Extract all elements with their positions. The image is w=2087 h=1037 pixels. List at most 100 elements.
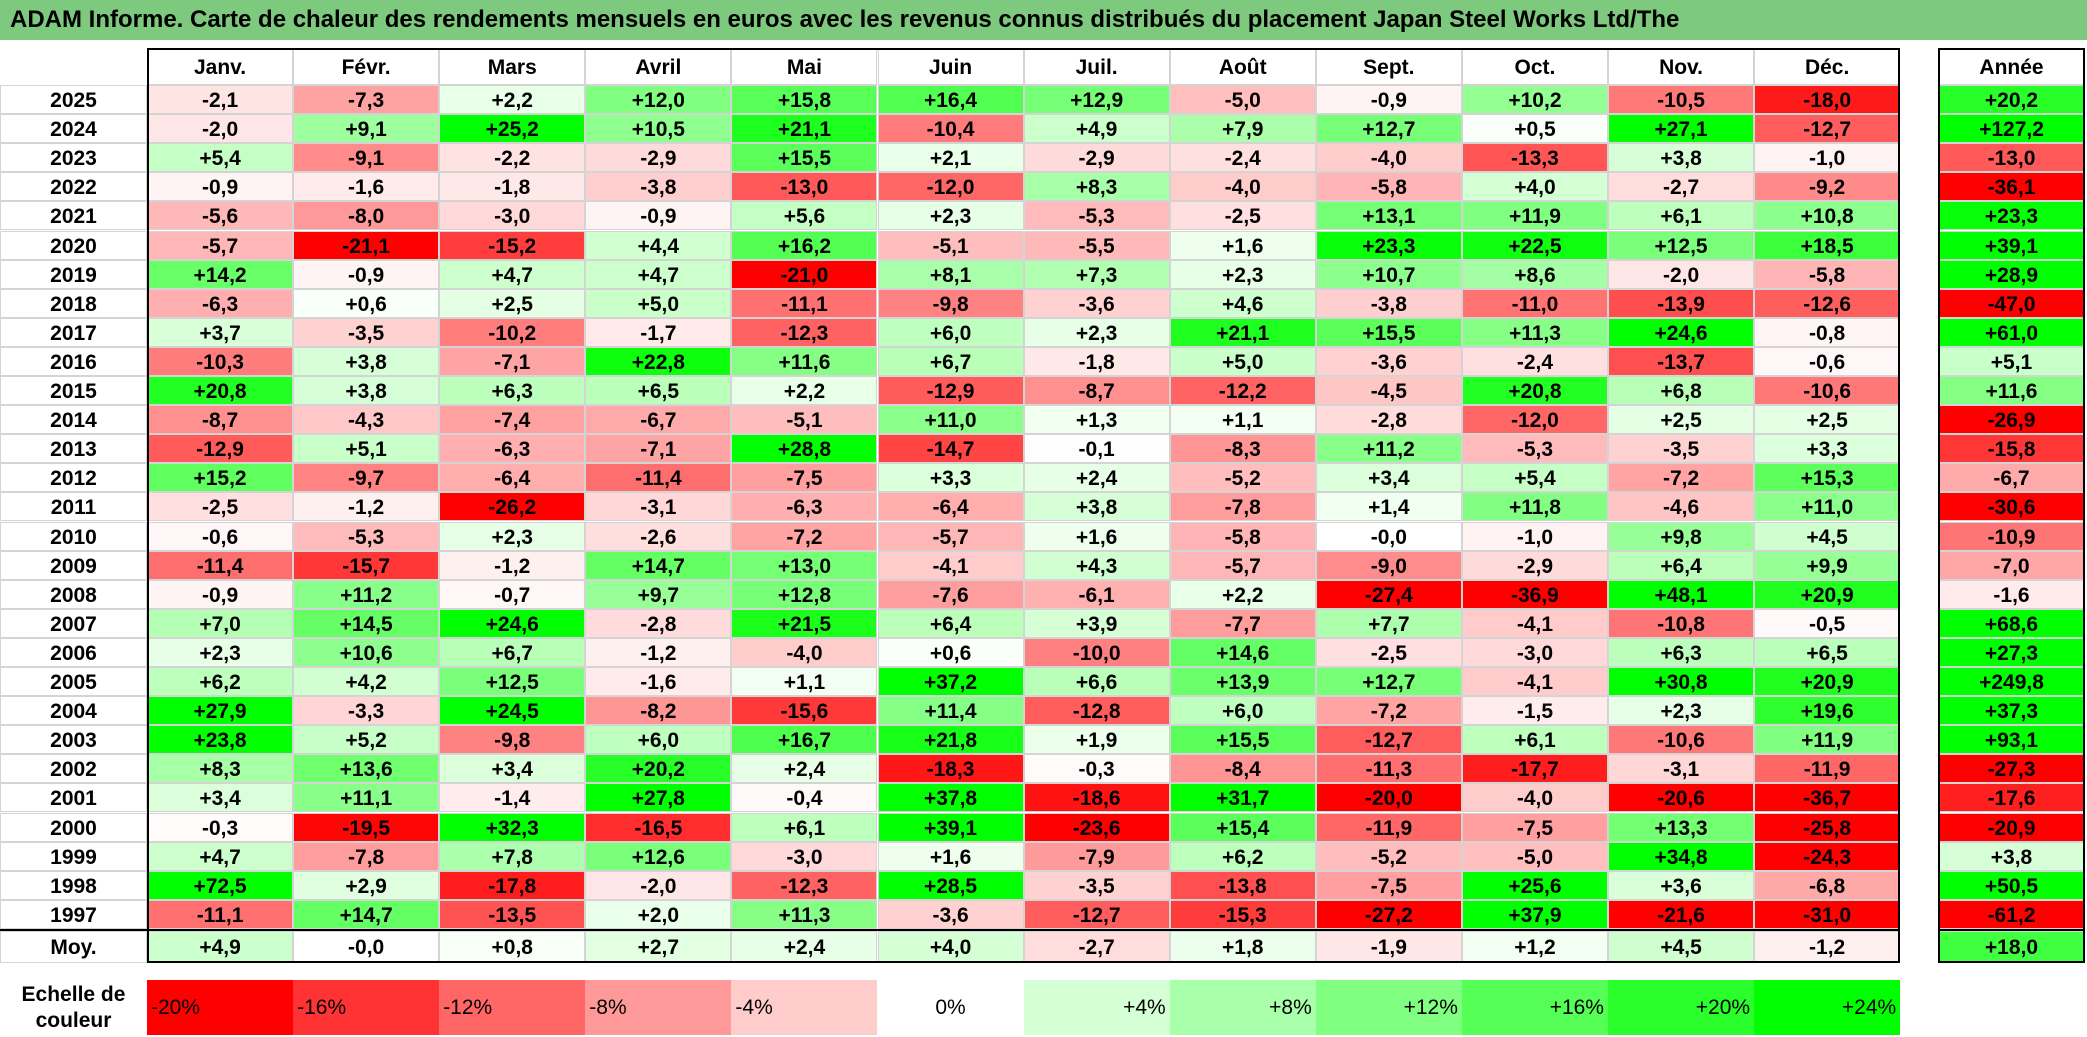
heat-cell: -18,0 — [1754, 85, 1901, 115]
heat-cell: -3,1 — [1608, 754, 1755, 784]
heat-cell: -36,9 — [1461, 579, 1608, 609]
heat-cell: -10,5 — [1608, 85, 1755, 115]
heat-cell: +11,2 — [293, 579, 440, 609]
annual-cell: +68,6 — [1938, 608, 2085, 638]
heat-cell: -1,5 — [1461, 696, 1608, 726]
heat-cell: -12,9 — [877, 376, 1024, 406]
heat-cell: +4,6 — [1169, 288, 1316, 318]
heat-cell: -2,9 — [1461, 550, 1608, 580]
heat-cell: -2,0 — [147, 114, 294, 144]
legend-swatch: -16% — [293, 980, 440, 1035]
average-cell: +4,5 — [1608, 930, 1755, 963]
heat-cell: -0,9 — [585, 201, 732, 231]
heat-cell: -4,0 — [1315, 143, 1462, 173]
legend-swatch: -20% — [147, 980, 294, 1035]
heat-cell: -20,0 — [1315, 783, 1462, 813]
heat-cell: +4,7 — [439, 259, 586, 289]
heat-cell: -1,4 — [439, 783, 586, 813]
heat-cell: +3,3 — [1754, 434, 1901, 464]
heat-cell: -3,6 — [1023, 288, 1170, 318]
heat-cell: +2,2 — [439, 85, 586, 115]
heat-cell: -7,1 — [585, 434, 732, 464]
month-header: Mai — [731, 48, 878, 85]
heat-cell: -2,6 — [585, 521, 732, 551]
heat-cell: +27,1 — [1608, 114, 1755, 144]
heat-cell: -6,3 — [147, 288, 294, 318]
heat-cell: +4,2 — [293, 667, 440, 697]
heat-cell: +25,2 — [439, 114, 586, 144]
month-header: Juil. — [1023, 48, 1170, 85]
heat-cell: -17,8 — [439, 870, 586, 900]
heat-cell: -21,6 — [1608, 899, 1755, 929]
month-header: Août — [1169, 48, 1316, 85]
heat-cell: -5,2 — [1315, 841, 1462, 871]
year-label: 2010 — [0, 521, 147, 551]
legend-swatch: +4% — [1023, 980, 1170, 1035]
heat-cell: -7,9 — [1023, 841, 1170, 871]
heat-cell: +4,3 — [1023, 550, 1170, 580]
legend-label-line2: couleur — [35, 1009, 112, 1032]
heat-cell: -0,9 — [147, 172, 294, 202]
heat-cell: -26,2 — [439, 492, 586, 522]
heat-cell: +21,5 — [731, 608, 878, 638]
heat-cell: +20,9 — [1754, 579, 1901, 609]
heat-cell: -7,4 — [439, 405, 586, 435]
heat-cell: +21,1 — [731, 114, 878, 144]
average-cell: +2,7 — [585, 930, 732, 963]
heat-cell: +11,6 — [731, 346, 878, 376]
heat-cell: +6,1 — [1608, 201, 1755, 231]
heat-cell: -6,3 — [439, 434, 586, 464]
heat-cell: -1,7 — [585, 317, 732, 347]
heat-cell: -6,8 — [1754, 870, 1901, 900]
heat-cell: +0,6 — [877, 637, 1024, 667]
heat-cell: +15,5 — [731, 143, 878, 173]
heat-cell: -0,7 — [439, 579, 586, 609]
heat-cell: +8,3 — [147, 754, 294, 784]
annual-cell: +5,1 — [1938, 346, 2085, 376]
heat-cell: -12,0 — [1461, 405, 1608, 435]
heat-cell: -7,2 — [1608, 463, 1755, 493]
heat-cell: +1,6 — [877, 841, 1024, 871]
heat-cell: -1,8 — [439, 172, 586, 202]
heat-cell: -0,8 — [1754, 317, 1901, 347]
heat-cell: +2,3 — [1608, 696, 1755, 726]
heat-cell: -1,2 — [293, 492, 440, 522]
year-label: 2007 — [0, 608, 147, 638]
heat-cell: +4,5 — [1754, 521, 1901, 551]
heat-cell: -27,2 — [1315, 899, 1462, 929]
heat-cell: -36,7 — [1754, 783, 1901, 813]
heat-cell: +37,2 — [877, 667, 1024, 697]
heat-cell: -7,3 — [293, 85, 440, 115]
heat-cell: +10,8 — [1754, 201, 1901, 231]
heat-cell: -15,7 — [293, 550, 440, 580]
heat-cell: +11,3 — [731, 899, 878, 929]
heat-cell: +2,3 — [147, 637, 294, 667]
annual-cell: +23,3 — [1938, 201, 2085, 231]
annual-cell: +27,3 — [1938, 637, 2085, 667]
annual-cell: -15,8 — [1938, 434, 2085, 464]
heat-cell: -13,5 — [439, 899, 586, 929]
annual-cell: +20,2 — [1938, 85, 2085, 115]
year-label: 2018 — [0, 288, 147, 318]
heat-cell: -1,0 — [1754, 143, 1901, 173]
legend-swatch: +16% — [1461, 980, 1608, 1035]
heat-cell: +1,4 — [1315, 492, 1462, 522]
annual-cell: +127,2 — [1938, 114, 2085, 144]
heat-cell: -3,5 — [1608, 434, 1755, 464]
heat-cell: -12,7 — [1023, 899, 1170, 929]
heat-cell: -10,4 — [877, 114, 1024, 144]
legend-swatch: +8% — [1169, 980, 1316, 1035]
heat-cell: -16,5 — [585, 812, 732, 842]
heat-cell: -11,1 — [731, 288, 878, 318]
heat-cell: +12,5 — [1608, 230, 1755, 260]
heat-cell: -5,1 — [877, 230, 1024, 260]
year-label: 2006 — [0, 637, 147, 667]
year-label: 2023 — [0, 143, 147, 173]
heat-cell: +6,3 — [439, 376, 586, 406]
heat-cell: +19,6 — [1754, 696, 1901, 726]
heat-cell: -5,7 — [877, 521, 1024, 551]
average-separator — [0, 928, 1901, 931]
heat-cell: -18,6 — [1023, 783, 1170, 813]
year-label: 2019 — [0, 259, 147, 289]
heat-cell: -6,1 — [1023, 579, 1170, 609]
